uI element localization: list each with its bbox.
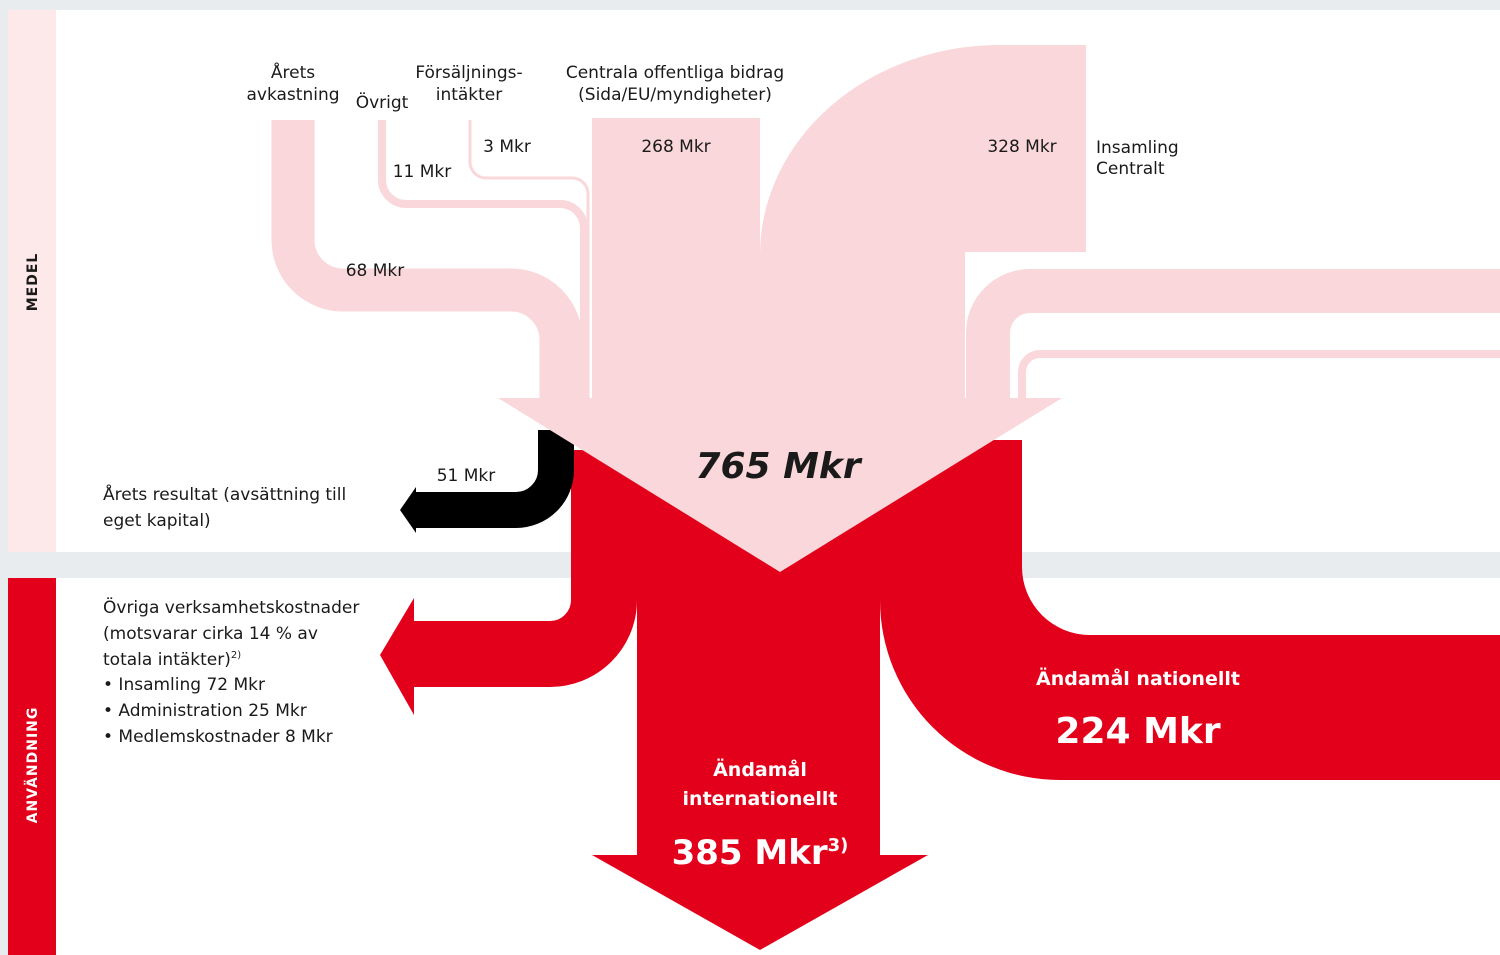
footnote-mark: 2): [231, 650, 241, 661]
flow: [966, 269, 1500, 402]
international-value: 385 Mkr: [672, 833, 828, 873]
other-costs-text: Övriga verksamhetskostnader: [103, 596, 359, 618]
source-value: 3 Mkr: [483, 137, 531, 157]
source-label: Centrala offentliga bidrag: [566, 63, 784, 83]
other-costs-item: • Administration 25 Mkr: [103, 701, 307, 721]
source-value: 68 Mkr: [346, 261, 405, 281]
source-value: 268 Mkr: [641, 137, 710, 157]
source-label: avkastning: [246, 85, 339, 105]
flow: [760, 45, 1086, 402]
section-label: ANVÄNDNING: [24, 707, 41, 824]
other-costs-flow: [412, 450, 637, 687]
result-label: eget kapital): [103, 511, 211, 531]
national-label: Ändamål nationellt: [1036, 666, 1240, 690]
source-flows: [271, 120, 1500, 402]
result-flow: [414, 430, 574, 528]
flow: [468, 120, 590, 402]
result-label: Årets resultat (avsättning till: [103, 483, 346, 505]
international-label: internationellt: [683, 788, 838, 810]
total-arrow: [498, 398, 1062, 572]
source-label: Insamling: [1096, 138, 1179, 158]
other-costs-text: (motsvarar cirka 14 % av: [103, 624, 318, 644]
source-label: Centralt: [1096, 159, 1165, 179]
other-costs-item: • Insamling 72 Mkr: [103, 675, 265, 695]
total-value: 765 Mkr: [695, 446, 862, 487]
flow: [1018, 350, 1500, 402]
international-value-group: 385 Mkr3): [672, 833, 849, 873]
source-label: Årets: [271, 61, 315, 83]
other-costs-arrow: [380, 598, 414, 715]
medel-label-bar: [8, 10, 56, 552]
section-label: MEDEL: [25, 253, 41, 312]
source-label: (Sida/EU/myndigheter): [578, 85, 772, 105]
result-value: 51 Mkr: [437, 466, 496, 486]
other-costs-item: • Medlemskostnader 8 Mkr: [103, 727, 333, 747]
flow: [271, 120, 583, 402]
source-label: Övrigt: [356, 91, 409, 113]
anvandning-label-bar: [8, 578, 56, 955]
international-label: Ändamål: [713, 757, 807, 781]
source-value: 11 Mkr: [393, 162, 452, 182]
result-arrow: [400, 487, 416, 533]
other-costs-text: totala intäkter): [103, 650, 231, 670]
source-label: intäkter: [436, 85, 503, 105]
other-costs-text: totala intäkter)2): [103, 650, 241, 670]
international-arrow: [592, 855, 928, 950]
national-flow: [880, 440, 1500, 780]
flow: [592, 118, 760, 402]
source-value: 328 Mkr: [987, 137, 1056, 157]
national-value: 224 Mkr: [1055, 711, 1220, 752]
flow: [378, 120, 588, 402]
source-label: Försäljnings-: [415, 63, 522, 83]
footnote-mark: 3): [828, 835, 849, 856]
